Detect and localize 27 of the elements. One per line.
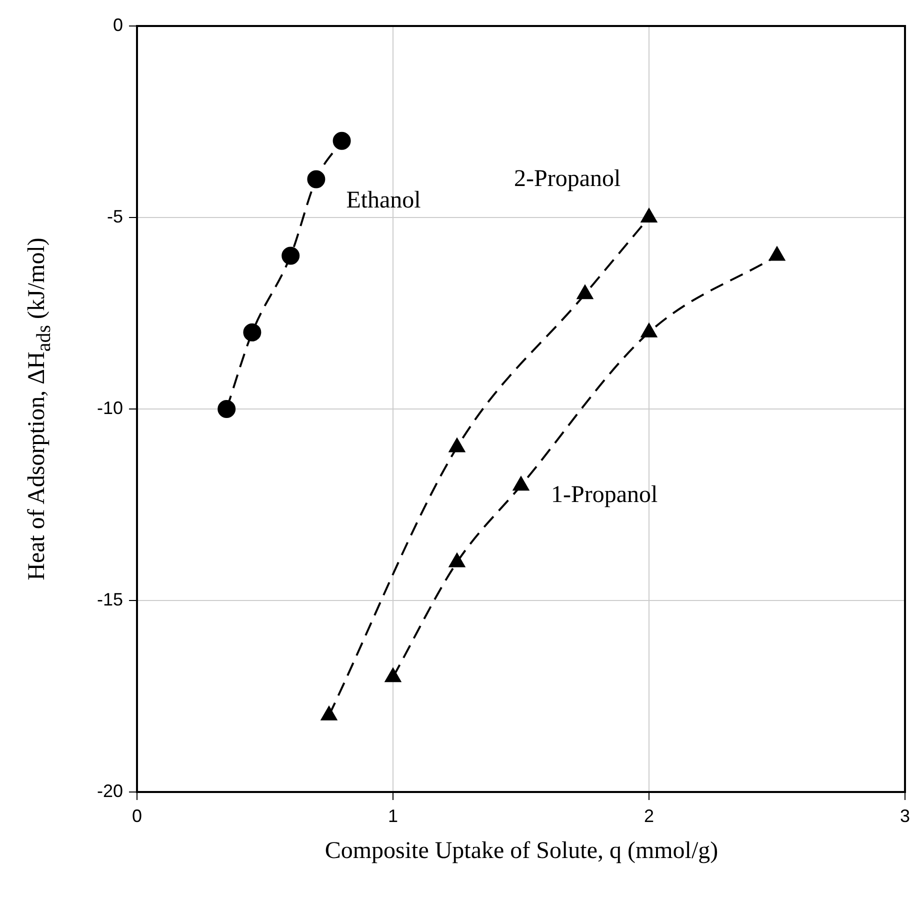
series-label: 2-Propanol	[514, 166, 621, 192]
point	[641, 208, 657, 222]
x-tick-label: 1	[388, 806, 398, 826]
x-tick-label: 3	[900, 806, 910, 826]
y-tick-label: -15	[96, 589, 123, 610]
y-tick-label: 0	[112, 14, 123, 35]
point	[282, 246, 300, 265]
point	[307, 170, 326, 188]
point	[449, 553, 465, 568]
series-label: Ethanol	[346, 187, 422, 214]
x-tick-label: 0	[132, 806, 142, 826]
point	[218, 400, 236, 418]
point	[321, 706, 337, 720]
point	[449, 438, 465, 452]
series-label: 1-Propanol	[550, 482, 658, 508]
point	[641, 323, 657, 338]
point	[243, 323, 262, 342]
y-tick-label: -5	[106, 206, 123, 226]
y-tick-label: -10	[96, 398, 123, 418]
point	[513, 476, 529, 491]
point	[332, 132, 351, 150]
x-axis-title: Composite Uptake of Solute, q (mmol/g)	[324, 838, 720, 865]
point	[385, 668, 401, 682]
point	[769, 246, 785, 261]
point	[577, 285, 593, 300]
y-tick-label: -20	[96, 780, 123, 801]
x-tick-label: 2	[644, 806, 654, 826]
